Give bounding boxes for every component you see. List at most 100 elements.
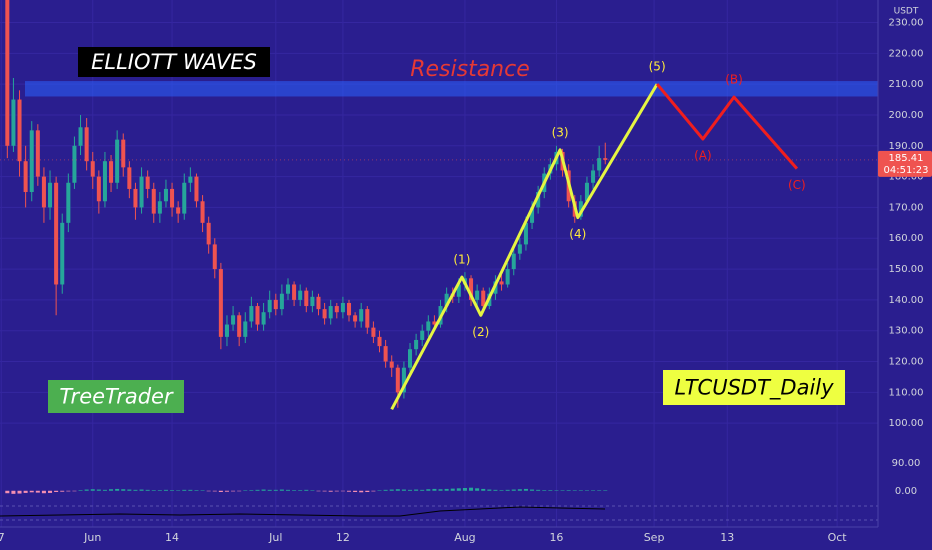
indicator-bar: [139, 489, 144, 491]
indicator-bar: [572, 490, 577, 491]
indicator-bar: [249, 490, 254, 491]
indicator-bar: [395, 489, 400, 491]
indicator-bar: [206, 490, 211, 492]
candle-body: [231, 315, 236, 325]
indicator-bar: [566, 490, 571, 491]
x-tick-label: Aug: [454, 531, 475, 544]
x-tick-label: 14: [165, 531, 179, 544]
indicator-bar: [420, 489, 425, 491]
x-tick-label: 12: [336, 531, 350, 544]
candle-body: [237, 315, 242, 337]
candle-body: [346, 302, 352, 316]
candle-body: [292, 284, 297, 300]
candle-body: [23, 161, 28, 193]
indicator-bar: [322, 490, 327, 492]
y-tick-label: 200.00: [889, 110, 924, 121]
text-box: [48, 380, 184, 413]
indicator-bar: [505, 489, 510, 491]
indicator-bar: [84, 489, 89, 491]
y-tick-label: 210.00: [889, 79, 924, 90]
y-tick-label: 120.00: [889, 357, 924, 368]
indicator-bar: [17, 490, 22, 494]
resistance-zone: [25, 81, 878, 97]
indicator-bar: [237, 490, 242, 492]
indicator-bar: [78, 490, 83, 491]
x-tick-label: Oct: [828, 531, 848, 544]
candle-body: [151, 188, 156, 214]
indicator-bar: [182, 489, 187, 491]
candle-body: [511, 253, 516, 270]
indicator-bar: [133, 489, 138, 491]
wave-label: (5): [649, 60, 666, 74]
indicator-bar: [157, 490, 162, 491]
candle-body: [66, 182, 71, 223]
indicator-bar: [334, 490, 339, 492]
wave-label: (2): [472, 325, 489, 339]
indicator-tick-label: 0.00: [895, 486, 917, 497]
indicator-bar: [212, 490, 217, 492]
candle-body: [395, 367, 400, 393]
indicator-bar: [365, 490, 370, 492]
candle-body: [401, 367, 406, 393]
candle-body: [127, 167, 132, 189]
candle-body: [188, 176, 193, 183]
indicator-bar: [353, 490, 358, 492]
candle-body: [194, 176, 199, 202]
y-tick-label: 100.00: [889, 418, 924, 429]
candle-body: [310, 296, 315, 307]
candle-body: [84, 127, 89, 162]
candle-body: [597, 158, 602, 171]
candle-body: [444, 293, 449, 307]
y-tick-label: 170.00: [889, 202, 924, 213]
candle-body: [505, 269, 510, 285]
indicator-bar: [304, 489, 309, 491]
indicator-bar: [432, 488, 437, 491]
candle-body: [365, 309, 370, 328]
indicator-bar: [493, 489, 498, 491]
x-tick-label: 7: [0, 531, 5, 544]
candle-body: [218, 269, 223, 337]
wave-line: [655, 83, 799, 170]
indicator-bar: [188, 489, 193, 491]
wave-label: (1): [453, 253, 470, 267]
box-label: TreeTrader: [59, 385, 174, 409]
indicator-bar: [292, 490, 297, 491]
indicator-bar: [591, 490, 596, 491]
indicator-bar: [194, 490, 199, 491]
candle-body: [255, 306, 260, 325]
candle-body: [481, 290, 486, 307]
indicator-bar: [267, 489, 272, 491]
y-tick-label: 180.00: [889, 172, 924, 183]
candle-body: [408, 349, 413, 368]
resistance-label: Resistance: [410, 57, 530, 82]
indicator-bar: [11, 490, 16, 494]
candle-body: [261, 312, 266, 325]
indicator-bar: [170, 490, 175, 491]
indicator-bar: [450, 488, 455, 491]
countdown: 04:51:23: [884, 165, 929, 176]
indicator-bar: [243, 490, 248, 491]
indicator-bar: [603, 490, 608, 491]
candle-body: [96, 176, 101, 202]
indicator-bar: [469, 487, 474, 491]
candle-body: [249, 306, 254, 322]
indicator-bar: [54, 490, 59, 492]
indicator-bar: [408, 489, 413, 491]
candle-body: [530, 207, 535, 223]
candle-body: [420, 330, 425, 340]
price-tag: [878, 150, 932, 177]
indicator-bar: [542, 490, 547, 491]
indicator-bar: [163, 489, 168, 491]
candle-body: [334, 306, 339, 313]
candle-body: [78, 127, 83, 146]
candle-body: [475, 290, 480, 300]
candle-body: [145, 176, 150, 189]
wave-label: (C): [788, 178, 806, 192]
candle-body: [48, 182, 53, 208]
indicator-bar: [328, 490, 333, 492]
indicator-bar: [359, 490, 364, 493]
indicator-bar: [5, 490, 10, 494]
indicator-bar: [145, 489, 150, 491]
candle-body: [383, 346, 388, 362]
